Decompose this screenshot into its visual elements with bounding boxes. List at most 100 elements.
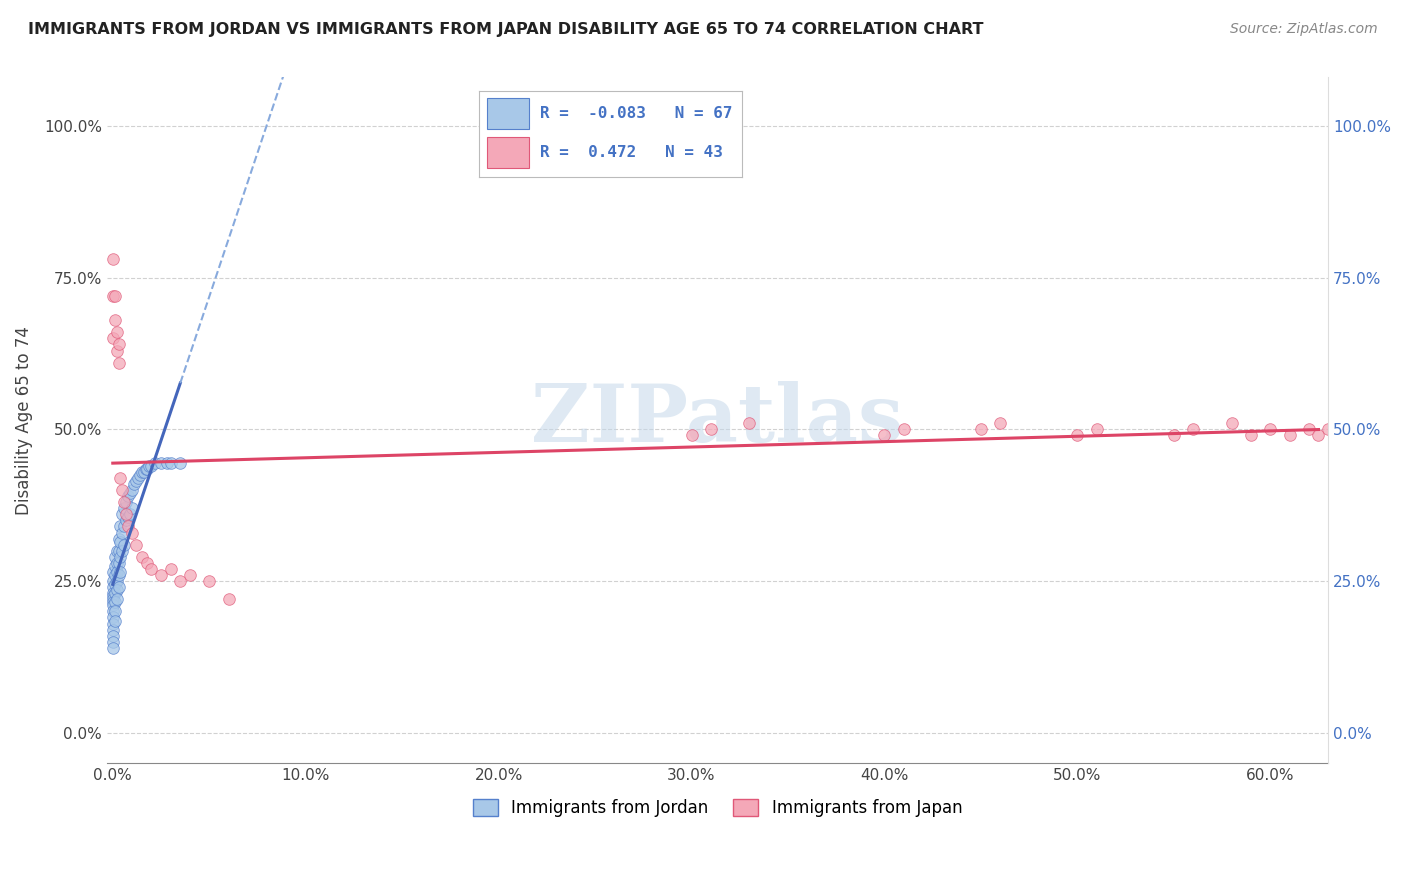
Point	[101, 616, 124, 631]
Point	[141, 458, 163, 473]
Point	[893, 422, 915, 436]
Point	[101, 252, 124, 267]
Point	[105, 343, 128, 358]
Point	[156, 456, 179, 470]
Point	[111, 525, 134, 540]
Point	[150, 456, 173, 470]
Point	[110, 519, 132, 533]
Y-axis label: Disability Age 65 to 74: Disability Age 65 to 74	[15, 326, 32, 515]
Point	[121, 501, 143, 516]
Point	[104, 614, 127, 628]
Point	[150, 568, 173, 582]
Point	[105, 326, 128, 340]
Point	[115, 495, 138, 509]
Point	[107, 543, 129, 558]
Point	[1278, 428, 1301, 442]
Point	[112, 501, 135, 516]
Point	[198, 574, 221, 588]
Point	[121, 525, 143, 540]
Point	[101, 586, 124, 600]
Point	[159, 562, 181, 576]
Point	[1182, 422, 1205, 436]
Point	[218, 592, 240, 607]
Point	[101, 589, 124, 603]
Point	[101, 640, 124, 655]
Point	[107, 568, 129, 582]
Point	[101, 595, 124, 609]
Point	[1308, 428, 1330, 442]
Point	[127, 471, 149, 485]
Point	[681, 428, 703, 442]
Point	[107, 556, 129, 570]
Point	[1258, 422, 1281, 436]
Point	[101, 565, 124, 579]
Point	[169, 574, 191, 588]
Point	[105, 592, 128, 607]
Legend: Immigrants from Jordan, Immigrants from Japan: Immigrants from Jordan, Immigrants from …	[467, 792, 969, 823]
Point	[117, 519, 139, 533]
Point	[125, 474, 148, 488]
Text: ZIPatlas: ZIPatlas	[531, 381, 904, 459]
Point	[143, 456, 166, 470]
Point	[101, 604, 124, 618]
Point	[115, 513, 138, 527]
Point	[104, 604, 127, 618]
Point	[136, 556, 159, 570]
Point	[104, 568, 127, 582]
Point	[105, 556, 128, 570]
Point	[101, 289, 124, 303]
Point	[136, 462, 159, 476]
Point	[105, 574, 128, 588]
Point	[988, 417, 1011, 431]
Point	[131, 465, 153, 479]
Point	[1317, 422, 1340, 436]
Point	[112, 519, 135, 533]
Point	[120, 508, 142, 522]
Point	[117, 489, 139, 503]
Point	[101, 592, 124, 607]
Point	[159, 456, 181, 470]
Point	[1220, 417, 1243, 431]
Point	[104, 289, 127, 303]
Point	[111, 483, 134, 497]
Point	[107, 337, 129, 351]
Point	[104, 549, 127, 564]
Point	[107, 532, 129, 546]
Point	[107, 356, 129, 370]
Text: Source: ZipAtlas.com: Source: ZipAtlas.com	[1230, 22, 1378, 37]
Point	[138, 458, 160, 473]
Point	[141, 562, 163, 576]
Point	[101, 574, 124, 588]
Point	[101, 610, 124, 624]
Point	[1240, 428, 1263, 442]
Point	[110, 534, 132, 549]
Point	[110, 565, 132, 579]
Point	[120, 486, 142, 500]
Point	[107, 580, 129, 594]
Point	[132, 465, 155, 479]
Point	[101, 629, 124, 643]
Point	[112, 495, 135, 509]
Point	[101, 623, 124, 637]
Point	[104, 558, 127, 573]
Point	[112, 538, 135, 552]
Point	[125, 538, 148, 552]
Point	[101, 331, 124, 345]
Point	[111, 543, 134, 558]
Point	[104, 577, 127, 591]
Point	[121, 483, 143, 497]
Point	[1298, 422, 1320, 436]
Point	[104, 313, 127, 327]
Point	[104, 586, 127, 600]
Point	[117, 510, 139, 524]
Point	[105, 543, 128, 558]
Point	[122, 477, 145, 491]
Point	[135, 462, 157, 476]
Point	[873, 428, 896, 442]
Point	[111, 508, 134, 522]
Point	[1085, 422, 1108, 436]
Point	[104, 595, 127, 609]
Point	[1066, 428, 1088, 442]
Point	[101, 634, 124, 648]
Point	[169, 456, 191, 470]
